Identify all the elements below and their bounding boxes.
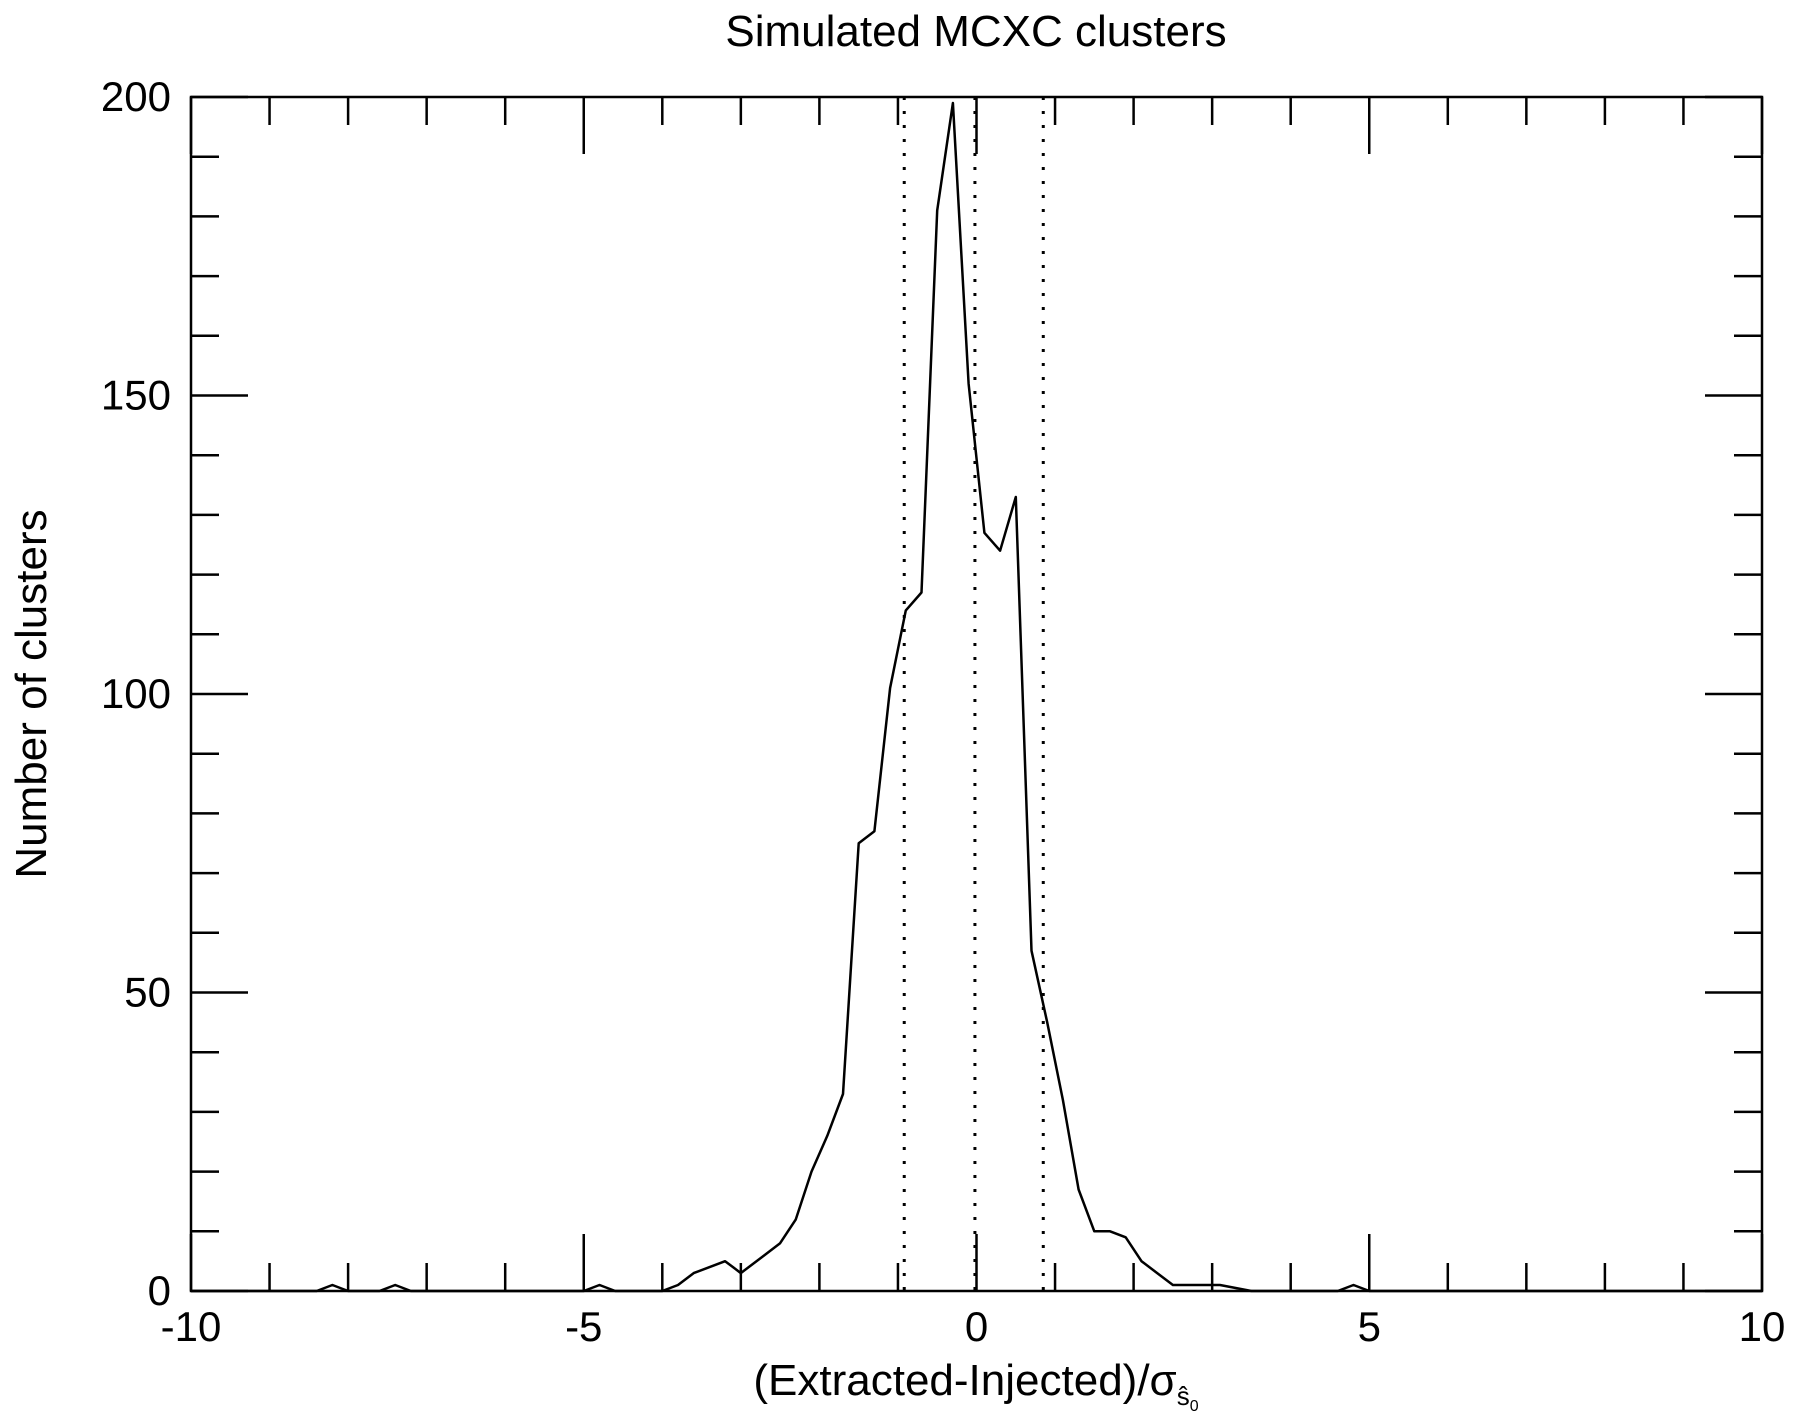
y-tick-label: 0 <box>148 1267 171 1314</box>
x-tick-labels: -10 -5 0 5 10 <box>161 1303 1786 1350</box>
y-tick-label: 150 <box>101 372 171 419</box>
minor-ticks <box>191 97 1762 1291</box>
y-tick-label: 50 <box>124 969 171 1016</box>
x-tick-label: -10 <box>161 1303 222 1350</box>
x-tick-label: 5 <box>1358 1303 1381 1350</box>
reference-lines <box>902 97 1045 1291</box>
plot-frame <box>189 95 1764 1293</box>
y-tick-label: 100 <box>101 670 171 717</box>
x-axis-label-main: (Extracted-Injected)/σ <box>753 1356 1176 1405</box>
y-tick-label: 200 <box>101 73 171 120</box>
series-line <box>191 101 1762 1293</box>
x-axis-label: (Extracted-Injected)/σŝ0 <box>753 1356 1198 1415</box>
chart-title: Simulated MCXC clusters <box>725 7 1226 56</box>
y-axis-label: Number of clusters <box>7 509 56 878</box>
x-tick-label: 0 <box>965 1303 988 1350</box>
x-axis-label-subscript: ŝ <box>1177 1381 1190 1411</box>
y-tick-labels: 0 50 100 150 200 <box>101 73 171 1314</box>
x-axis-label-subsubscript: 0 <box>1190 1398 1199 1415</box>
major-ticks <box>189 95 1764 1293</box>
x-tick-label: 10 <box>1739 1303 1786 1350</box>
x-tick-label: -5 <box>565 1303 602 1350</box>
